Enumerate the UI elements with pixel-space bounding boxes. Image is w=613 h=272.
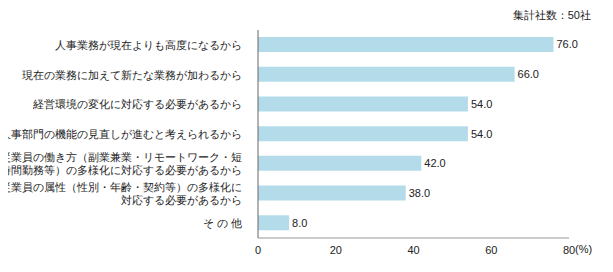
svg-text:8.0: 8.0 [292,217,307,229]
svg-text:経営環境の変化に対応する必要があるから: 経営環境の変化に対応する必要があるから [32,98,242,111]
svg-text:従業員の属性（性別・年齢・契約等）の多様化に対応する必要があ: 従業員の属性（性別・年齢・契約等）の多様化に対応する必要があるから [8,181,242,207]
svg-text:40: 40 [407,244,419,256]
html-text:集計社数：50社: 集計社数：50社 [512,9,591,21]
svg-text:0: 0 [255,244,261,256]
svg-text:60: 60 [485,244,497,256]
svg-text:(%): (%) [575,243,592,255]
svg-text:42.0: 42.0 [424,157,445,169]
svg-text:人事部門の機能の見直しが進むと考えられるから: 人事部門の機能の見直しが進むと考えられるから [8,128,242,140]
svg-text:そ の 他: そ の 他 [203,217,242,229]
svg-text:66.0: 66.0 [518,68,539,80]
svg-text:20: 20 [330,244,342,256]
svg-text:人事業務が現在よりも高度になるから: 人事業務が現在よりも高度になるから [55,39,242,51]
svg-text:54.0: 54.0 [471,98,492,110]
svg-text:54.0: 54.0 [471,128,492,140]
svg-text:従業員の働き方（副業兼業・リモートワーク・短時間勤務等）の多: 従業員の働き方（副業兼業・リモートワーク・短時間勤務等）の多様化に対応する必要が… [8,151,242,177]
svg-text:38.0: 38.0 [409,187,430,199]
svg-text:80: 80 [563,244,575,256]
svg-text:76.0: 76.0 [556,38,577,50]
svg-text:現在の業務に加えて新たな業務が加わるから: 現在の業務に加えて新たな業務が加わるから [22,69,242,81]
